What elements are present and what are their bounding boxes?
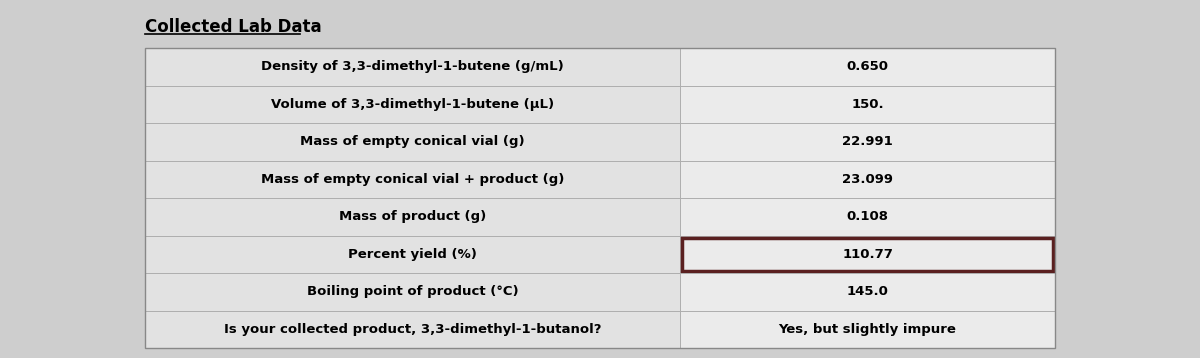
Bar — [145, 198, 680, 236]
Bar — [680, 48, 1055, 86]
Bar — [680, 198, 1055, 236]
Bar — [680, 86, 1055, 123]
Text: Density of 3,3-dimethyl-1-butene (g/mL): Density of 3,3-dimethyl-1-butene (g/mL) — [262, 60, 564, 73]
Text: Mass of empty conical vial (g): Mass of empty conical vial (g) — [300, 135, 524, 148]
Bar — [145, 48, 680, 86]
Bar — [680, 273, 1055, 310]
Text: 0.650: 0.650 — [846, 60, 888, 73]
Text: Mass of product (g): Mass of product (g) — [338, 210, 486, 223]
Text: Percent yield (%): Percent yield (%) — [348, 248, 476, 261]
Text: Mass of empty conical vial + product (g): Mass of empty conical vial + product (g) — [260, 173, 564, 186]
Text: Yes, but slightly impure: Yes, but slightly impure — [779, 323, 956, 336]
Text: Boiling point of product (°C): Boiling point of product (°C) — [307, 285, 518, 298]
Text: 22.991: 22.991 — [842, 135, 893, 148]
Bar — [680, 236, 1055, 273]
Text: Is your collected product, 3,3-dimethyl-1-butanol?: Is your collected product, 3,3-dimethyl-… — [223, 323, 601, 336]
Bar — [145, 86, 680, 123]
Text: 110.77: 110.77 — [842, 248, 893, 261]
Bar — [680, 123, 1055, 160]
Text: 145.0: 145.0 — [846, 285, 888, 298]
Bar — [680, 310, 1055, 348]
Bar — [145, 160, 680, 198]
Text: 150.: 150. — [851, 98, 884, 111]
Text: Collected Lab Data: Collected Lab Data — [145, 18, 322, 36]
Bar — [680, 160, 1055, 198]
Bar — [145, 310, 680, 348]
Bar — [682, 237, 1054, 271]
Text: Volume of 3,3-dimethyl-1-butene (μL): Volume of 3,3-dimethyl-1-butene (μL) — [271, 98, 554, 111]
Text: 0.108: 0.108 — [846, 210, 888, 223]
Bar — [145, 273, 680, 310]
Bar — [145, 236, 680, 273]
Bar — [145, 48, 1055, 348]
Text: 23.099: 23.099 — [842, 173, 893, 186]
Bar — [145, 123, 680, 160]
